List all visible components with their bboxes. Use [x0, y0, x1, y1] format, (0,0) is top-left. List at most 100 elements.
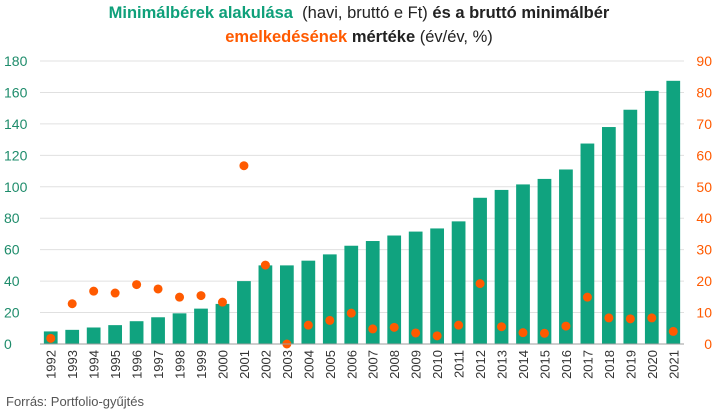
left-axis-tick-label: 120 [4, 147, 28, 163]
data-point [110, 288, 120, 298]
bar [516, 184, 530, 344]
data-point [518, 328, 528, 338]
x-axis-tick-label: 2018 [602, 350, 617, 379]
left-axis-tick-label: 160 [4, 84, 28, 100]
data-point [67, 299, 77, 309]
left-axis-tick-label: 40 [4, 273, 20, 289]
title-part-1: Minimálbérek alakulása [108, 4, 293, 22]
data-point [153, 284, 163, 294]
left-axis-tick-label: 60 [4, 242, 20, 258]
bar [151, 317, 165, 344]
title-part-6: (év/év, %) [419, 28, 493, 46]
title-part-5: mértéke [351, 28, 416, 46]
data-point [346, 308, 356, 318]
data-point [454, 320, 464, 330]
data-point [368, 324, 378, 334]
left-axis-tick-label: 100 [4, 179, 28, 195]
bar [301, 260, 316, 344]
left-axis-tick-label: 80 [4, 210, 20, 226]
right-axis-tick-label: 60 [696, 147, 712, 163]
bar [215, 303, 230, 344]
x-axis-tick-label: 1993 [65, 350, 80, 379]
bar [494, 189, 509, 344]
x-axis-tick-label: 2002 [258, 350, 273, 379]
right-axis-tick-label: 70 [696, 116, 712, 132]
x-axis-tick-label: 2003 [280, 350, 295, 379]
data-point [260, 260, 270, 270]
x-axis-tick-label: 2000 [215, 350, 230, 379]
bar [237, 281, 251, 344]
bar [86, 327, 101, 344]
x-axis-tick-label: 2014 [516, 350, 531, 379]
data-point [582, 292, 592, 302]
x-axis-tick-label: 2005 [323, 350, 338, 379]
x-axis-tick-label: 2006 [344, 350, 359, 379]
bar [322, 254, 337, 344]
x-axis-tick-label: 2013 [495, 350, 510, 379]
left-axis-tick-label: 0 [4, 336, 12, 352]
data-point [625, 314, 635, 324]
right-axis-tick-label: 10 [696, 305, 712, 321]
x-axis-tick-label: 2016 [559, 350, 574, 379]
left-axis-tick-label: 180 [4, 53, 28, 69]
title-part-2: (havi, bruttó e Ft) [302, 4, 428, 22]
right-axis-tick-label: 90 [696, 53, 712, 69]
data-point [475, 279, 485, 289]
x-axis-tick-label: 1999 [194, 350, 209, 379]
x-axis-tick-label: 2015 [537, 350, 552, 379]
bar [580, 143, 595, 344]
bar [129, 321, 144, 344]
x-axis-tick-label: 2001 [237, 350, 252, 379]
x-axis-tick-label: 2017 [580, 350, 595, 379]
right-axis-tick-label: 40 [696, 210, 712, 226]
x-axis-tick-label: 2009 [409, 350, 424, 379]
x-axis-tick-label: 2004 [301, 350, 316, 379]
data-point [539, 328, 549, 338]
right-axis-tick-label: 20 [696, 273, 712, 289]
bar [279, 265, 294, 344]
right-axis-tick-label: 30 [696, 242, 712, 258]
x-axis-tick-label: 1997 [151, 350, 166, 379]
bar [172, 313, 187, 344]
data-point [132, 280, 142, 290]
right-axis-tick-label: 80 [696, 84, 712, 100]
data-point [604, 313, 614, 323]
bar [623, 109, 638, 344]
data-point [411, 328, 421, 338]
source-note: Forrás: Portfolio-gyűjtés [6, 394, 144, 409]
bar [601, 127, 616, 345]
data-point [196, 291, 206, 301]
data-point [389, 322, 399, 332]
bar [344, 245, 359, 344]
data-point [325, 315, 335, 325]
x-axis-tick-label: 2008 [387, 350, 402, 379]
title-part-4: emelkedésének [225, 28, 348, 46]
bar [108, 325, 123, 344]
chart-title-line-2: emelkedésének mértéke (év/év, %) [0, 28, 718, 47]
bar [387, 235, 402, 344]
x-axis-tick-label: 2007 [366, 350, 381, 379]
bar [430, 228, 445, 344]
x-axis-tick-label: 2019 [623, 350, 638, 379]
x-axis-tick-label: 2012 [473, 350, 488, 379]
data-point [239, 161, 249, 171]
chart-title-line-1: Minimálbérek alakulása (havi, bruttó e F… [0, 4, 718, 23]
x-axis-tick-label: 1995 [108, 350, 123, 379]
x-axis-tick-label: 1994 [87, 350, 102, 379]
data-point [217, 297, 227, 307]
data-point [89, 286, 99, 296]
bar [451, 221, 466, 344]
data-point [561, 321, 571, 331]
data-point [432, 331, 442, 341]
right-axis-tick-label: 50 [696, 179, 712, 195]
x-axis-tick-label: 1996 [130, 350, 145, 379]
x-axis-tick-label: 1992 [44, 350, 59, 379]
bar [559, 169, 573, 344]
x-axis-tick-label: 2010 [430, 350, 445, 379]
bar [258, 265, 273, 344]
x-axis-tick-label: 2021 [666, 350, 681, 379]
title-part-3: és a bruttó minimálbér [432, 4, 610, 22]
data-point [303, 320, 313, 330]
bar [666, 80, 681, 344]
